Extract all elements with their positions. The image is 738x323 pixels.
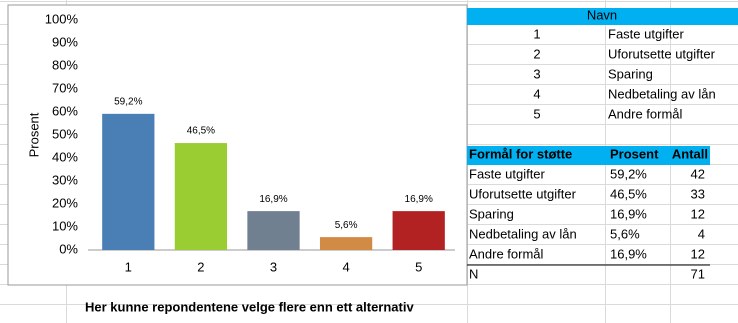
stats-cell: 33 [691, 186, 705, 201]
name-number: 2 [533, 46, 540, 61]
stats-cell: 42 [691, 166, 705, 181]
value-label: 5,6% [335, 220, 358, 231]
x-tick-label: 5 [415, 259, 422, 274]
names-header-bg [467, 8, 738, 25]
name-text: Nedbetaling av lån [608, 86, 716, 101]
stats-cell: 59,2% [610, 166, 647, 181]
y-tick-label: 50% [52, 126, 78, 141]
name-text: Faste utgifter [608, 26, 685, 41]
x-tick-label: 1 [125, 259, 132, 274]
stats-cell: Nedbetaling av lån [469, 226, 577, 241]
bar [102, 113, 155, 250]
name-number: 3 [533, 66, 540, 81]
note: Her kunne repondentene velge flere enn e… [85, 299, 414, 314]
stats-cell: 16,9% [610, 246, 647, 261]
total-value: 71 [691, 266, 705, 281]
value-label: 16,9% [405, 194, 433, 205]
stats-cell: 12 [691, 246, 705, 261]
name-text: Sparing [608, 66, 653, 81]
stats-cell: 4 [698, 226, 705, 241]
stats-cell: Faste utgifter [469, 166, 546, 181]
value-label: 59,2% [114, 96, 142, 107]
x-tick-label: 2 [197, 259, 204, 274]
y-tick-label: 70% [52, 80, 78, 95]
stats-cell: 46,5% [610, 186, 647, 201]
stats-header: Prosent [610, 146, 659, 161]
y-tick-label: 30% [52, 172, 78, 187]
value-label: 16,9% [259, 194, 287, 205]
chart-area [7, 4, 468, 286]
value-label: 46,5% [187, 126, 215, 137]
name-text: Uforutsette utgifter [608, 46, 716, 61]
x-tick-label: 3 [270, 259, 277, 274]
y-tick-label: 80% [52, 57, 78, 72]
bar [392, 211, 445, 250]
y-tick-label: 90% [52, 34, 78, 49]
stats-header: Formål for støtte [469, 146, 572, 161]
stats-cell: Uforutsette utgifter [469, 186, 577, 201]
bar [319, 237, 373, 250]
y-axis-label: Prosent [26, 112, 41, 157]
stats-cell: Sparing [469, 206, 514, 221]
y-tick-label: 10% [52, 218, 78, 233]
stats-cell: 5,6% [610, 226, 640, 241]
stats-header-bg [467, 146, 710, 165]
y-tick-label: 0% [59, 241, 78, 256]
y-tick-label: 100% [45, 11, 79, 26]
stats-header: Antall [672, 146, 708, 161]
name-number: 5 [533, 106, 540, 121]
y-tick-label: 40% [52, 149, 78, 164]
name-number: 4 [533, 86, 540, 101]
total-label: N [469, 266, 478, 281]
stats-cell: 16,9% [610, 206, 647, 221]
name-text: Andre formål [608, 106, 683, 121]
stats-cell: 12 [691, 206, 705, 221]
names-header: Navn [587, 7, 617, 22]
name-number: 1 [533, 26, 540, 41]
y-tick-label: 20% [52, 195, 78, 210]
x-tick-label: 4 [342, 259, 349, 274]
stats-cell: Andre formål [469, 246, 544, 261]
bar [174, 143, 228, 250]
y-tick-label: 60% [52, 103, 78, 118]
bar [247, 211, 300, 250]
